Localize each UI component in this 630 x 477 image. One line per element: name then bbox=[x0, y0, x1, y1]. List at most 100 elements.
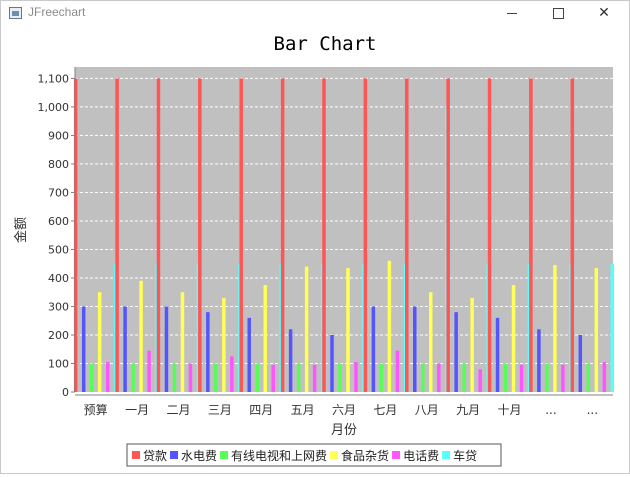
bar bbox=[164, 306, 169, 392]
bar bbox=[198, 78, 202, 392]
legend-swatch bbox=[170, 451, 179, 459]
legend bbox=[126, 443, 502, 467]
y-tick-label: 1,100 bbox=[38, 72, 70, 85]
bar bbox=[330, 334, 334, 392]
y-tick-label: 900 bbox=[48, 129, 69, 142]
bar bbox=[222, 297, 226, 392]
bar bbox=[123, 306, 127, 392]
x-tick-label: 六月 bbox=[332, 403, 356, 417]
bar-chart: Bar Chart 0 100 200 300 400 500 600 700 800 900 1,… bbox=[13, 33, 615, 467]
y-tick-label: 600 bbox=[48, 215, 69, 228]
bar bbox=[97, 292, 102, 392]
x-tick-label: 九月 bbox=[456, 403, 480, 417]
bar bbox=[387, 260, 392, 392]
bar bbox=[206, 312, 210, 392]
y-tick-label: 1,000 bbox=[38, 101, 70, 114]
bar bbox=[338, 363, 342, 392]
legend-swatch bbox=[392, 451, 401, 459]
bar bbox=[156, 78, 161, 392]
y-axis-label: 金额 bbox=[13, 217, 29, 243]
x-tick-label: ... bbox=[545, 403, 556, 417]
java-app-icon bbox=[9, 7, 22, 19]
x-tick-label: 一月 bbox=[125, 403, 149, 417]
bar bbox=[487, 78, 492, 392]
bar bbox=[230, 356, 234, 392]
bar bbox=[561, 364, 565, 392]
bar bbox=[570, 78, 575, 392]
maximize-button[interactable] bbox=[535, 1, 581, 25]
bar bbox=[280, 78, 285, 392]
bar bbox=[610, 263, 615, 392]
bar bbox=[81, 306, 86, 392]
bar bbox=[429, 292, 433, 392]
bar bbox=[255, 363, 259, 392]
window-title: JFreechart bbox=[28, 5, 86, 19]
minimize-button[interactable] bbox=[489, 1, 535, 25]
plot-area bbox=[75, 67, 613, 392]
bar bbox=[363, 78, 368, 392]
y-tick-label: 700 bbox=[48, 186, 69, 199]
bar bbox=[446, 78, 450, 392]
x-tick-label: 三月 bbox=[208, 403, 232, 417]
bar bbox=[271, 364, 275, 392]
y-tick-label: 100 bbox=[48, 357, 69, 370]
bar bbox=[263, 285, 267, 392]
legend-swatch bbox=[132, 451, 140, 459]
bar bbox=[180, 292, 185, 392]
bar bbox=[73, 78, 78, 392]
y-axis-ticks: 0 100 200 300 400 500 600 700 800 900 1,000 1,100 bbox=[38, 72, 75, 399]
minimize-icon bbox=[507, 12, 517, 14]
bar bbox=[405, 78, 409, 392]
bar bbox=[312, 364, 317, 392]
bar bbox=[247, 317, 251, 392]
bar bbox=[537, 329, 541, 392]
y-tick-label: 0 bbox=[62, 386, 69, 399]
bar bbox=[239, 78, 243, 392]
y-tick-label: 800 bbox=[48, 158, 69, 171]
legend-label: 食品杂货 bbox=[341, 448, 389, 463]
bar bbox=[379, 363, 384, 392]
bar bbox=[578, 334, 583, 392]
bar bbox=[413, 306, 417, 392]
x-axis-ticks: 预算 一月 二月 三月 四月 五月 六月 七月 八月 九月 十月...... bbox=[84, 402, 598, 417]
x-tick-label: 七月 bbox=[373, 403, 397, 417]
bar bbox=[462, 363, 466, 392]
close-button[interactable]: ✕ bbox=[581, 1, 627, 25]
legend-label: 有线电视和上网费 bbox=[231, 448, 327, 463]
legend-label: 贷款 bbox=[143, 449, 167, 463]
bar bbox=[594, 267, 599, 392]
x-tick-label: 五月 bbox=[291, 403, 315, 417]
bar bbox=[139, 280, 143, 392]
bar bbox=[304, 266, 309, 392]
bar bbox=[105, 362, 110, 392]
bar bbox=[89, 363, 94, 392]
bar bbox=[188, 363, 193, 392]
bar bbox=[296, 363, 301, 392]
bar bbox=[172, 363, 177, 392]
bar bbox=[586, 363, 591, 392]
y-tick-label: 400 bbox=[48, 272, 69, 285]
bar bbox=[147, 350, 151, 392]
bar bbox=[371, 306, 376, 392]
x-tick-label: 预算 bbox=[84, 402, 108, 417]
legend-swatch bbox=[442, 451, 451, 459]
bar bbox=[553, 265, 557, 392]
bar bbox=[511, 285, 516, 392]
legend-swatch bbox=[330, 451, 339, 459]
bar bbox=[354, 362, 358, 392]
bar bbox=[214, 363, 218, 392]
x-axis-label: 月份 bbox=[331, 423, 357, 438]
x-tick-label: 十月 bbox=[498, 403, 522, 417]
x-tick-label: 八月 bbox=[415, 403, 439, 417]
y-tick-label: 500 bbox=[48, 243, 69, 256]
bar bbox=[529, 78, 533, 392]
legend-label: 电话费 bbox=[403, 449, 439, 463]
bar bbox=[131, 363, 135, 392]
bar bbox=[421, 363, 425, 392]
bar bbox=[470, 297, 474, 392]
legend-items: 贷款 水电费 有线电视和上网费 食品杂货 电话费 车贷 bbox=[132, 448, 477, 463]
chart-title: Bar Chart bbox=[274, 33, 377, 55]
legend-label: 水电费 bbox=[181, 449, 217, 463]
maximize-icon bbox=[552, 7, 564, 19]
